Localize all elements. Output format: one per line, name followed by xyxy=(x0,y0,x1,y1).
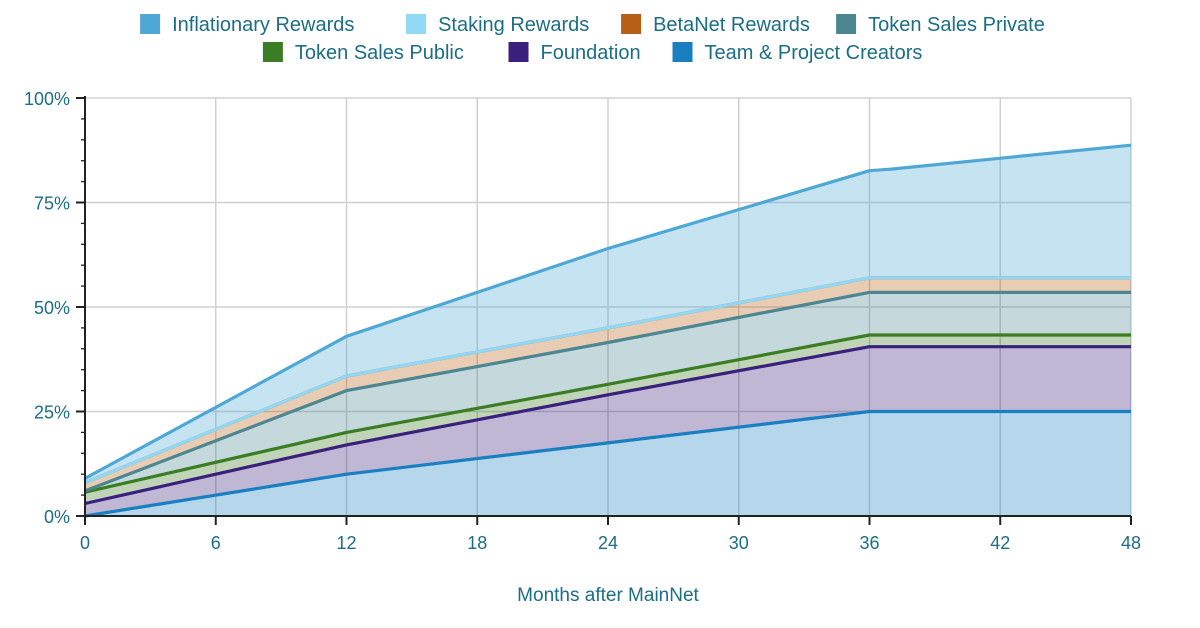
y-tick-label: 25% xyxy=(34,403,70,423)
x-tick-label: 0 xyxy=(80,533,90,553)
axes xyxy=(76,96,1132,525)
legend-swatch-staking-rewards xyxy=(406,14,427,34)
x-tick-label: 18 xyxy=(467,533,487,553)
tick-labels: 0 6 12 18 24 30 36 42 48 0% 25% 50% 75% 100% xyxy=(24,89,1141,553)
legend-label-team-and-project-creators: Team & Project Creators xyxy=(705,42,923,64)
legend-swatch-foundation xyxy=(508,42,529,62)
y-tick-label: 50% xyxy=(34,298,70,318)
x-tick-label: 12 xyxy=(336,533,356,553)
line-inflationary-rewards xyxy=(84,143,1132,480)
x-tick-label: 42 xyxy=(990,533,1010,553)
legend-swatch-token-sales-private xyxy=(836,14,857,34)
x-axis-title: Months after MainNet xyxy=(517,585,699,606)
legend-label-token-sales-private: Token Sales Private xyxy=(868,14,1045,36)
x-tick-label: 6 xyxy=(211,533,221,553)
x-tick-label: 48 xyxy=(1121,533,1141,553)
area-inflationary-rewards xyxy=(85,145,1131,483)
legend-label-betanet-rewards: BetaNet Rewards xyxy=(653,14,810,36)
x-tick-label: 24 xyxy=(598,533,618,553)
x-tick-label: 30 xyxy=(729,533,749,553)
legend-swatch-inflationary-rewards xyxy=(140,14,161,34)
line-staking-rewards xyxy=(84,276,1131,485)
y-tick-label: 0% xyxy=(44,507,70,527)
legend-label-token-sales-public: Token Sales Public xyxy=(295,42,464,64)
line-team-and-project-creators xyxy=(84,409,1131,518)
area-token-sales-private xyxy=(85,292,1131,493)
line-token-sales-private xyxy=(84,290,1131,493)
x-tick-label: 36 xyxy=(859,533,879,553)
line-token-sales-public xyxy=(84,333,1131,494)
legend-swatch-betanet-rewards xyxy=(621,14,642,34)
area-team-and-project-creators xyxy=(85,411,1131,516)
legend-label-foundation: Foundation xyxy=(541,42,641,64)
line-foundation xyxy=(84,345,1131,506)
legend-label-inflationary-rewards: Inflationary Rewards xyxy=(172,14,354,36)
y-tick-label: 100% xyxy=(24,89,70,109)
legend: Inflationary Rewards Staking Rewards BetaN… xyxy=(140,14,1045,64)
legend-swatch-team-and-project-creators xyxy=(672,42,693,62)
series-lines xyxy=(84,143,1132,518)
legend-label-staking-rewards: Staking Rewards xyxy=(438,14,589,36)
y-tick-label: 75% xyxy=(34,194,70,214)
legend-swatch-token-sales-public xyxy=(262,42,283,62)
